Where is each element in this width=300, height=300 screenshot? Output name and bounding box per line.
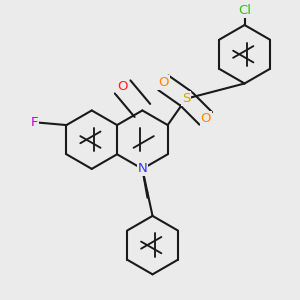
Text: O: O [200, 112, 211, 125]
Text: N: N [137, 162, 147, 176]
Text: S: S [182, 92, 190, 105]
Text: Cl: Cl [238, 4, 251, 17]
Text: O: O [117, 80, 128, 93]
Text: F: F [31, 116, 38, 129]
Text: O: O [158, 76, 169, 89]
